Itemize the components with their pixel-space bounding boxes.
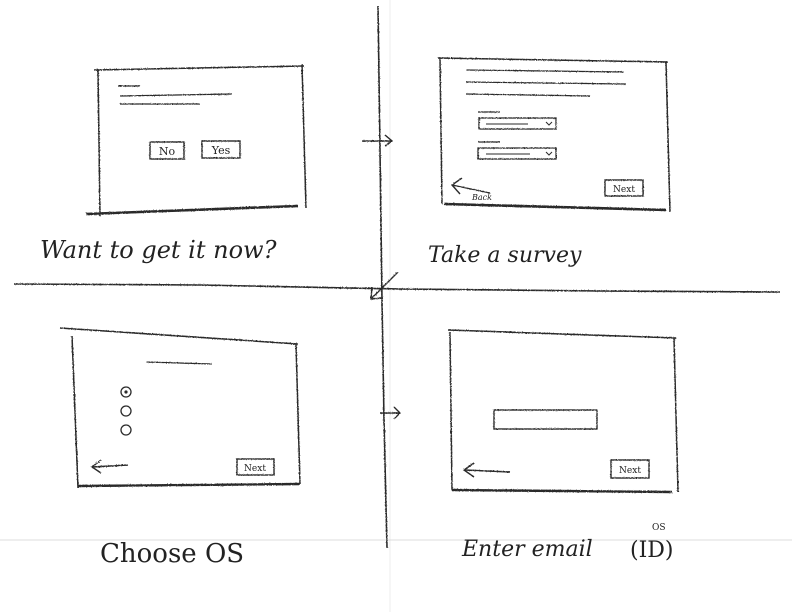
back-arrow-icon bbox=[90, 459, 129, 474]
panel-frame bbox=[447, 329, 679, 494]
text-lines bbox=[465, 69, 627, 143]
back-button[interactable]: Back bbox=[450, 177, 492, 202]
arrow-right-icon bbox=[380, 406, 401, 420]
next-button[interactable]: Next bbox=[610, 459, 650, 479]
panel-caption: Take a survey bbox=[428, 243, 582, 268]
quadrant-dividers bbox=[13, 5, 781, 549]
panel-caption: Enter email bbox=[461, 537, 593, 562]
chevron-down-icon bbox=[545, 151, 553, 156]
panel-enter-email: Next Enter email (ID) OS bbox=[447, 329, 679, 563]
os-option-2[interactable] bbox=[120, 405, 194, 417]
back-button[interactable] bbox=[462, 462, 511, 478]
panel-frame bbox=[437, 57, 671, 213]
panel-caption: Want to get it now? bbox=[40, 236, 277, 264]
radio-icon bbox=[120, 424, 132, 436]
yes-button[interactable]: Yes bbox=[201, 140, 241, 159]
no-button-label: No bbox=[159, 145, 176, 158]
back-button[interactable] bbox=[90, 459, 129, 474]
back-button-label: Back bbox=[471, 193, 492, 202]
title-line bbox=[145, 361, 213, 365]
panel-frame bbox=[59, 327, 301, 489]
text-lines bbox=[118, 85, 233, 105]
panel-frame bbox=[85, 63, 307, 217]
next-button-label: Next bbox=[244, 464, 266, 474]
email-field[interactable] bbox=[493, 409, 598, 430]
back-arrow-icon bbox=[450, 177, 491, 195]
vertical-divider bbox=[377, 5, 388, 549]
radio-selected-icon bbox=[120, 386, 132, 398]
no-button[interactable]: No bbox=[149, 141, 185, 160]
panel-choose-os: Next Choose OS bbox=[59, 327, 301, 569]
survey-field-1[interactable] bbox=[478, 117, 557, 130]
next-button-label: Next bbox=[613, 185, 635, 195]
yes-button-label: Yes bbox=[211, 144, 231, 157]
flow-arrows bbox=[362, 134, 401, 420]
os-superscript: OS bbox=[652, 523, 666, 533]
arrow-down-left-icon bbox=[370, 271, 399, 300]
panel-caption-suffix: (ID) bbox=[630, 538, 674, 563]
back-arrow-icon bbox=[462, 462, 511, 478]
next-button-label: Next bbox=[619, 466, 641, 476]
survey-field-2[interactable] bbox=[477, 147, 557, 160]
panel-get-it-now: No Yes Want to get it now? bbox=[40, 63, 307, 264]
next-button[interactable]: Next bbox=[604, 179, 644, 197]
next-button[interactable]: Next bbox=[236, 458, 275, 476]
radio-icon bbox=[120, 405, 132, 417]
horizontal-divider bbox=[13, 283, 781, 293]
panel-caption: Choose OS bbox=[100, 539, 244, 569]
arrow-right-icon bbox=[362, 134, 394, 147]
panel-take-survey: Back Next Take a survey bbox=[428, 57, 671, 268]
os-option-1[interactable] bbox=[120, 386, 198, 398]
os-option-3[interactable] bbox=[120, 424, 176, 436]
chevron-down-icon bbox=[545, 121, 553, 126]
